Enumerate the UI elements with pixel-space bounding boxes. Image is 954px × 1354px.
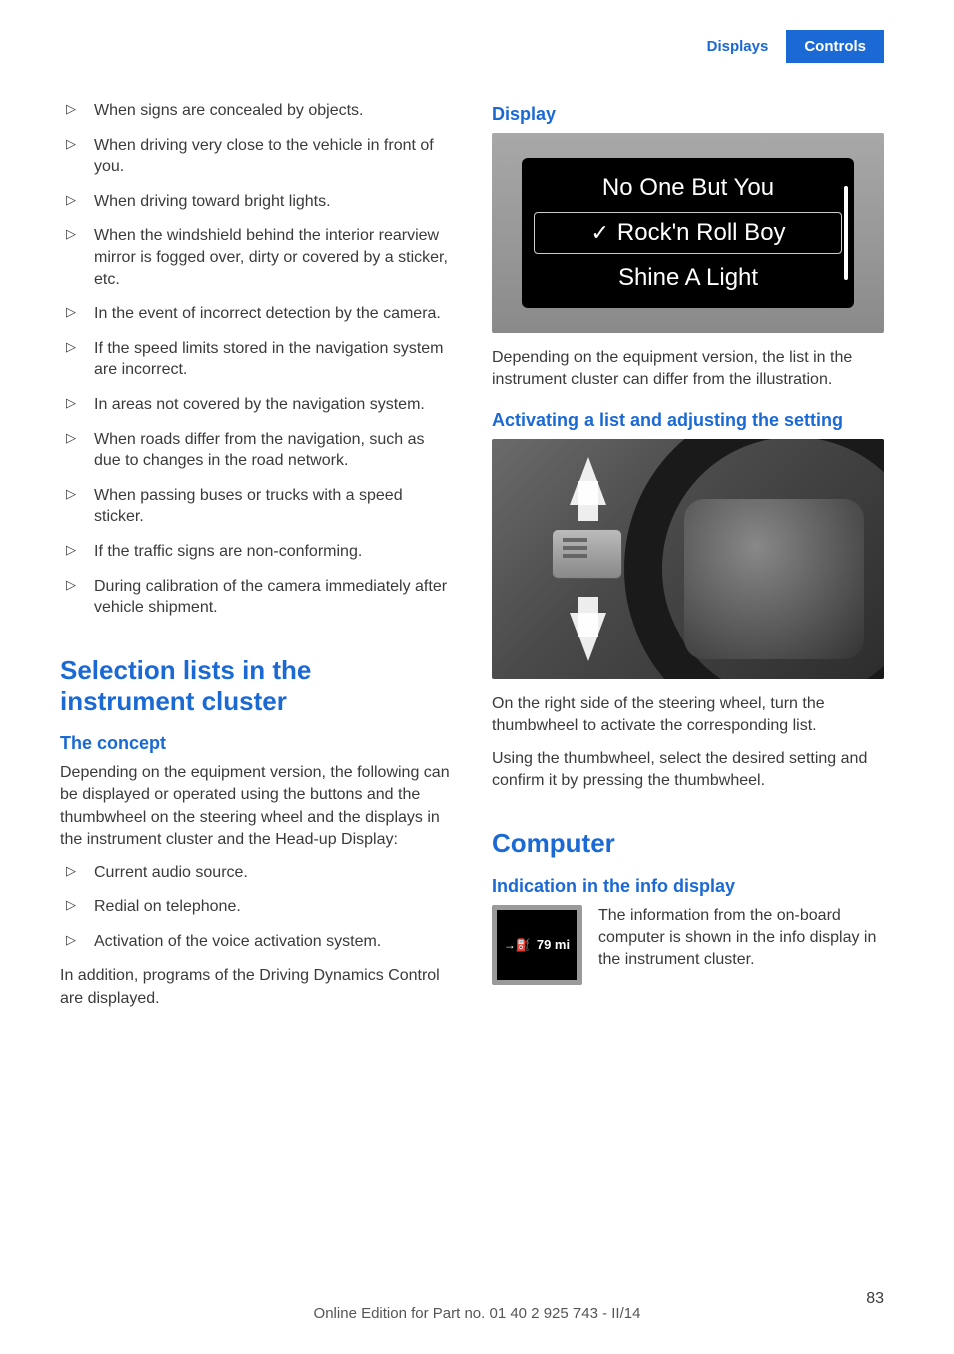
tab-displays: Displays xyxy=(689,30,787,63)
list-item: If the speed limits stored in the naviga… xyxy=(60,338,452,381)
activating-p2: Using the thumbwheel, select the desired… xyxy=(492,748,884,793)
concept-paragraph: Depending on the equipment version, the … xyxy=(60,762,452,852)
display-illustration: No One But You ✓ Rock'n Roll Boy Shine A… xyxy=(492,133,884,333)
section-title-computer: Computer xyxy=(492,828,884,859)
subheading-indication: Indication in the info display xyxy=(492,876,884,897)
arrow-up-icon xyxy=(570,457,606,505)
thumbwheel xyxy=(552,529,622,579)
display-screen: No One But You ✓ Rock'n Roll Boy Shine A… xyxy=(522,158,853,308)
list-item: During calibration of the camera immedia… xyxy=(60,576,452,619)
check-icon: ✓ xyxy=(590,220,608,246)
subheading-activating: Activating a list and adjusting the sett… xyxy=(492,410,884,431)
tab-controls: Controls xyxy=(786,30,884,63)
list-item: Activation of the voice activation syste… xyxy=(60,931,452,953)
list-item: Current audio source. xyxy=(60,862,452,884)
display-caption: Depending on the equipment version, the … xyxy=(492,347,884,392)
content-columns: When signs are concealed by objects. Whe… xyxy=(60,100,884,1020)
display-row-3: Shine A Light xyxy=(528,258,847,298)
list-item: When roads differ from the navigation, s… xyxy=(60,429,452,472)
list-item: When driving very close to the vehicle i… xyxy=(60,135,452,178)
display-row-1: No One But You xyxy=(528,168,847,208)
display-scrollbar xyxy=(844,186,848,280)
subheading-display: Display xyxy=(492,104,884,125)
list-item: When passing buses or trucks with a spee… xyxy=(60,485,452,528)
list-item: When the windshield behind the interior … xyxy=(60,225,452,290)
indication-paragraph: The information from the on-board comput… xyxy=(598,905,884,972)
list-item: Redial on telephone. xyxy=(60,896,452,918)
info-display-icon: →⛽ 79 mi xyxy=(492,905,582,985)
left-column: When signs are concealed by objects. Whe… xyxy=(60,100,452,1020)
fuel-arrow-icon: →⛽ xyxy=(504,938,531,952)
list-item: When driving toward bright lights. xyxy=(60,191,452,213)
activating-p1: On the right side of the steering wheel,… xyxy=(492,693,884,738)
footer-text: Online Edition for Part no. 01 40 2 925 … xyxy=(0,1305,954,1322)
steering-wheel-illustration xyxy=(492,439,884,679)
arrow-down-icon xyxy=(570,613,606,661)
list-item: In the event of incorrect detection by t… xyxy=(60,303,452,325)
wheel-hub xyxy=(684,499,864,659)
subheading-concept: The concept xyxy=(60,733,452,754)
section-title-selection-lists: Selection lists in the instrument cluste… xyxy=(60,655,452,717)
list-item: If the traffic signs are non-conforming. xyxy=(60,541,452,563)
header-tabs: Displays Controls xyxy=(689,30,884,63)
info-display-row: →⛽ 79 mi The information from the on-boa… xyxy=(492,905,884,985)
list-item: When signs are concealed by objects. xyxy=(60,100,452,122)
info-display-value: 79 mi xyxy=(537,937,570,952)
right-column: Display No One But You ✓ Rock'n Roll Boy… xyxy=(492,100,884,1020)
list-item: In areas not covered by the navigation s… xyxy=(60,394,452,416)
display-row-2-label: Rock'n Roll Boy xyxy=(617,219,786,247)
limitations-list: When signs are concealed by objects. Whe… xyxy=(60,100,452,619)
display-row-2-selected: ✓ Rock'n Roll Boy xyxy=(534,212,841,254)
concept-tail: In addition, programs of the Driving Dyn… xyxy=(60,965,452,1010)
concept-list: Current audio source. Redial on telephon… xyxy=(60,862,452,953)
